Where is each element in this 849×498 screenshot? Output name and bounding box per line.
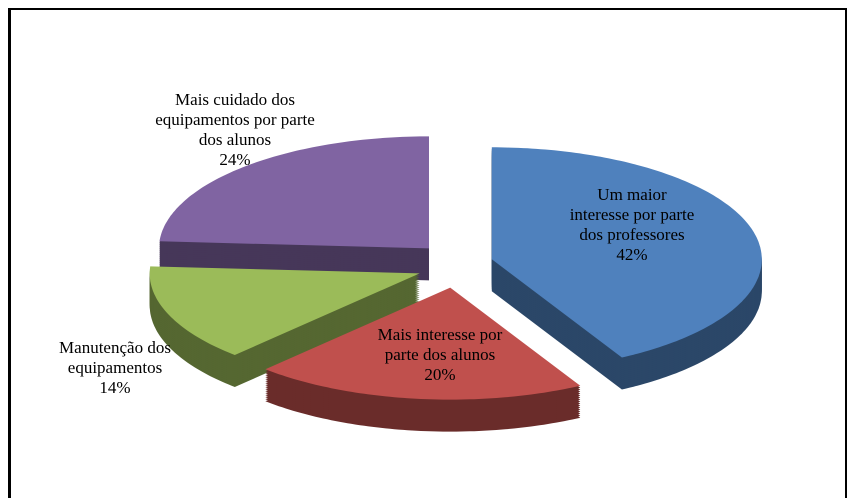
slice (491, 147, 762, 358)
value-label: 24% (219, 150, 251, 169)
frame (8, 8, 847, 498)
slice (265, 287, 581, 400)
data-label: Mais interesse por parte dos alunos 20% (370, 325, 510, 385)
slice (159, 136, 429, 249)
data-label: Um maior interesse por parte dos profess… (567, 185, 697, 265)
value-label: 14% (99, 378, 131, 397)
slice (149, 266, 420, 355)
data-label: Mais cuidado dos equipamentos por parte … (150, 90, 320, 170)
value-label: 42% (616, 245, 648, 264)
category-label: Manutenção dos equipamentos (59, 338, 171, 377)
category-label: Um maior interesse por parte dos profess… (569, 185, 695, 244)
data-label: Manutenção dos equipamentos 14% (35, 338, 195, 398)
category-label: Mais interesse por parte dos alunos (377, 325, 503, 364)
category-label: Mais cuidado dos equipamentos por parte … (155, 90, 315, 149)
value-label: 20% (424, 365, 456, 384)
